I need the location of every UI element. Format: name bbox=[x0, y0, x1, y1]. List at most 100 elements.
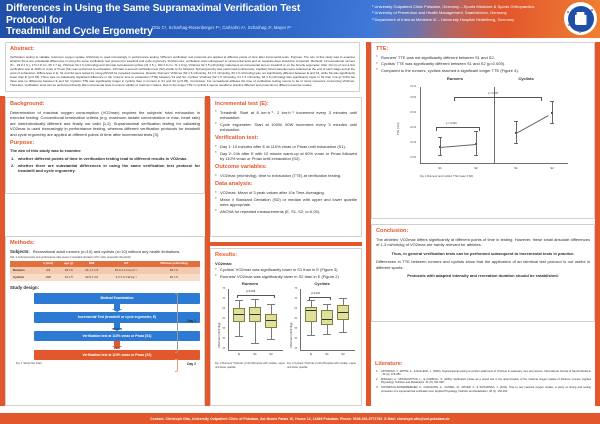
verification-item-1: Day 1: 10 minutes after E at 110% vmax o… bbox=[215, 144, 357, 150]
results-vo2-label: VO2max: bbox=[215, 260, 233, 266]
whisker-cap-runners-E-top bbox=[235, 300, 243, 301]
abstract-text: Verification testing to validate maximum… bbox=[10, 54, 355, 87]
right-column-band-right bbox=[595, 42, 600, 406]
tte-heading: TTE: bbox=[376, 46, 389, 52]
tte-plot: TTE (min) 01:00 01:43 02:26 03:10 03:53 … bbox=[376, 83, 592, 183]
results-heading: Results: bbox=[215, 252, 238, 258]
conclusion-highlight-1: Thus, in general verification tests can … bbox=[391, 250, 575, 256]
ytick-tte-2: 02:26 bbox=[410, 127, 416, 130]
results-list: Cyclists' VO2max was significantly lower… bbox=[215, 267, 357, 279]
mean-point-cyclists-S2 bbox=[551, 112, 553, 114]
ytick-tte-1: 01:43 bbox=[410, 142, 416, 145]
outcome-item-1: VO2max (ml/min/kg), time to exhaustion (… bbox=[215, 173, 357, 179]
whisker-cap-cyclists-E-bottom bbox=[307, 335, 315, 336]
box-cyclists-E bbox=[305, 307, 317, 323]
ytick-70: 70 bbox=[222, 298, 225, 301]
th-age: age (y) bbox=[58, 260, 79, 268]
flow-arrow-2: 10 min bbox=[34, 322, 200, 332]
chart-panel-title-runners: Runners bbox=[446, 76, 464, 82]
incremental-item-1: Treadmill: Start at 8 km·h⁻¹, 2 km·h⁻¹ i… bbox=[215, 109, 357, 121]
background-panel: Background: Determination of maximal oxy… bbox=[5, 97, 205, 194]
sig-bracket-runners bbox=[237, 295, 275, 299]
xtick-cyclists-S1: S1 bbox=[325, 352, 329, 357]
th-n: n (m/w) bbox=[37, 260, 59, 268]
y-axis-runners bbox=[228, 289, 229, 351]
left-column-band bbox=[0, 96, 5, 406]
whisker-cap-runners-E-bottom bbox=[235, 336, 243, 337]
cell-runners-iat: 15.0 ± 1.1 km·h⁻¹ bbox=[104, 267, 148, 274]
flow-box-incremental-test: Incremental Test (treadmill or cycle erg… bbox=[34, 312, 200, 323]
xtick-cyclists-S2: S2 bbox=[341, 352, 345, 357]
whisker-cap-runners-S2-top bbox=[267, 304, 275, 305]
subjects-label: Subjects: bbox=[10, 248, 30, 254]
footer-contact-text: Contact: Christoph Otto, University Outp… bbox=[150, 416, 450, 421]
poster-header: Differences in Using the Same Supramaxim… bbox=[0, 0, 600, 38]
ytick-45: 45 bbox=[294, 348, 297, 351]
poster-footer: Contact: Christoph Otto, University Outp… bbox=[0, 413, 600, 424]
whisker-cap-runners-S1-bottom bbox=[251, 343, 259, 344]
day2-brace bbox=[175, 359, 178, 373]
cell-cyclists-n: 10/0 bbox=[37, 273, 59, 281]
results-item-2: Runners' VO2max was significantly lower … bbox=[215, 273, 357, 279]
results-divider-band bbox=[210, 242, 362, 246]
conclusion-highlight-2: Protocols with adapted intensity and rec… bbox=[407, 273, 559, 279]
tte-item-2: Cyclists' TTE was significantly differen… bbox=[376, 61, 590, 67]
median-runners-S1 bbox=[250, 314, 260, 316]
day1-label: Day 1 bbox=[187, 319, 196, 324]
sig-label-cyclists-tte: p = 0.007 bbox=[488, 92, 499, 96]
analysis-item-1: VO2max: Mean of 3 peak values after 10s … bbox=[215, 190, 357, 196]
ytick-tte-5: 04:10 bbox=[410, 86, 416, 89]
errorcap-runners-S1-top bbox=[438, 137, 442, 138]
whisker-cap-cyclists-E-top bbox=[307, 300, 315, 301]
tte-item-1: Runners' TTE was not significantly diffe… bbox=[376, 54, 590, 60]
y-axis-cyclists bbox=[300, 289, 301, 351]
xtick-tte-runners-S2: S2 bbox=[474, 166, 478, 171]
xtick-tte-cyclists-S2: S2 bbox=[550, 166, 554, 171]
xtick-tte-cyclists-S1: S1 bbox=[514, 166, 518, 171]
median-runners-E bbox=[234, 314, 244, 316]
analysis-item-2: Mean ± Standard Deviation (SD) or median… bbox=[215, 196, 357, 208]
right-column-band-left bbox=[366, 42, 371, 406]
background-text: Determination of maximal oxygen consumpt… bbox=[10, 109, 200, 137]
cell-cyclists-bmi: 22.8 ± 2.0 bbox=[78, 273, 105, 281]
mean-point-runners-S2 bbox=[475, 143, 477, 145]
title-line-1: Differences in Using the Same Supramaxim… bbox=[6, 3, 301, 26]
incremental-item-2: Cycle ergometer: Start at 100W, 50W incr… bbox=[215, 121, 357, 133]
logo-dots bbox=[564, 2, 597, 35]
tte-list: Runners' TTE was not significantly diffe… bbox=[376, 54, 590, 73]
cell-runners-label: Runners bbox=[10, 267, 38, 274]
xtick-runners-S1: S1 bbox=[253, 352, 257, 357]
sig-label-runners-tte: p = 0.004 bbox=[446, 122, 457, 126]
results-panel: Results: VO2max: Cyclists' VO2max was si… bbox=[210, 248, 362, 406]
verification-item-2: Day 2: 24h after E with 10 minute warm-u… bbox=[215, 150, 357, 162]
whisker-cap-runners-S2-bottom bbox=[267, 339, 275, 340]
errorcap-cyclists-S1-top bbox=[514, 121, 518, 122]
errorcap-runners-S1-bottom bbox=[438, 155, 442, 156]
box-cyclists-S1 bbox=[321, 310, 333, 326]
flow-box-verification-s2: Verification test at 110% vmax or Pmax (… bbox=[34, 349, 200, 361]
table-caption: Tab. 1 Anthropometric and performance da… bbox=[10, 256, 131, 260]
y-axis-label-cyclists: VO2max (ml/min/kg) bbox=[289, 322, 293, 349]
figure-2-runners: Runners VO2max (ml/min/kg) 45 50 55 60 6… bbox=[215, 281, 285, 369]
literature-item-2: MIDGLEY, A., MCNAUGHTON, L., & CARROLL, … bbox=[376, 377, 591, 385]
analysis-list: VO2max: Mean of 3 peak values after 10s … bbox=[215, 190, 357, 214]
flow-arrow-3: 24 h bbox=[34, 341, 200, 350]
box-runners-E bbox=[233, 308, 245, 323]
sig-bracket-cyclists-tte bbox=[454, 97, 542, 102]
flow-box-medical-exam: Medical Examination bbox=[34, 293, 200, 304]
sig-bracket-cyclists bbox=[309, 297, 331, 301]
cell-runners-age: 29 ± 6 bbox=[58, 267, 79, 274]
errorcap-runners-S2-top bbox=[474, 131, 478, 132]
literature-item-1: ASTORINO, T., WHITE, A., & DALLECK, L. (… bbox=[376, 369, 591, 377]
outcome-list: VO2max (ml/min/kg), time to exhaustion (… bbox=[215, 173, 357, 179]
literature-list: ASTORINO, T., WHITE, A., & DALLECK, L. (… bbox=[375, 370, 591, 394]
x-axis-runners bbox=[228, 350, 283, 351]
fig2-caption: Fig. 2 Runners' VO2max (n=10) Boxplots w… bbox=[215, 362, 285, 369]
y-axis-tte bbox=[420, 87, 421, 164]
tte-item-3: Compared to the runners, cyclists reache… bbox=[376, 67, 590, 73]
ytick-75: 75 bbox=[294, 288, 297, 291]
ytick-tte-4: 03:53 bbox=[410, 97, 416, 100]
poster-title: Differences in Using the Same Supramaxim… bbox=[6, 3, 316, 38]
tte-panel: TTE: Runners' TTE was not significantly … bbox=[371, 42, 595, 219]
errorcap-runners-S2-bottom bbox=[474, 155, 478, 156]
